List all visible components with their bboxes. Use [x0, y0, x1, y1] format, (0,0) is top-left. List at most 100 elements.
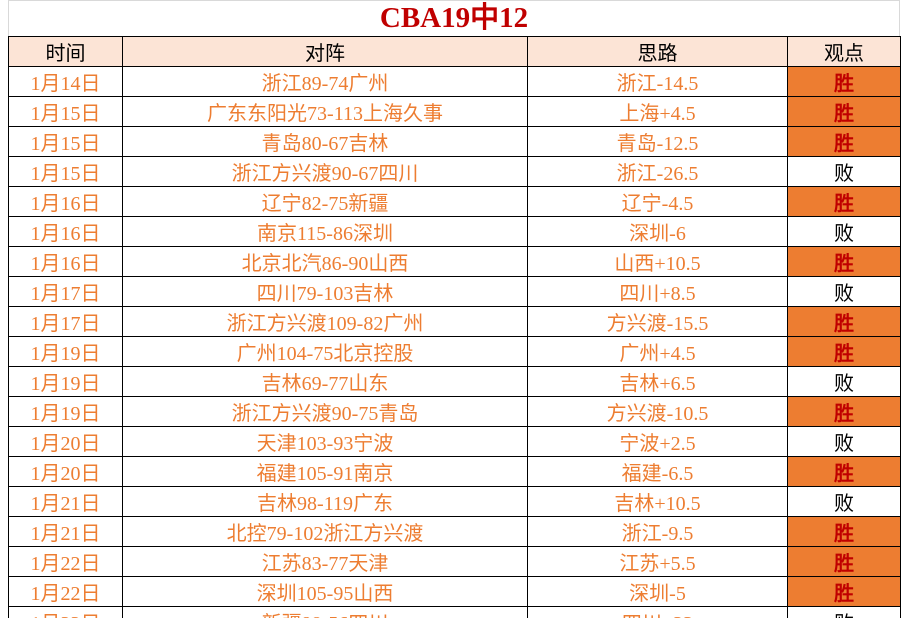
- date-cell: 1月19日: [8, 366, 123, 397]
- table-row: 1月16日 南京115-86深圳 深圳-6 败: [8, 216, 901, 247]
- idea-cell: 广州+4.5: [527, 336, 788, 367]
- idea-cell: 深圳-5: [527, 576, 788, 607]
- result-cell: 胜: [787, 186, 901, 217]
- table-row: 1月17日 四川79-103吉林 四川+8.5 败: [8, 276, 901, 307]
- result-cell: 败: [787, 366, 901, 397]
- result-cell: 胜: [787, 456, 901, 487]
- date-cell: 1月15日: [8, 126, 123, 157]
- match-cell: 深圳105-95山西: [122, 576, 528, 607]
- table-row: 1月22日 深圳105-95山西 深圳-5 胜: [8, 576, 901, 607]
- idea-cell: 吉林+6.5: [527, 366, 788, 397]
- result-cell: 胜: [787, 306, 901, 337]
- idea-cell: 辽宁-4.5: [527, 186, 788, 217]
- result-cell: 胜: [787, 396, 901, 427]
- idea-cell: 江苏+5.5: [527, 546, 788, 577]
- match-cell: 四川79-103吉林: [122, 276, 528, 307]
- idea-cell: 吉林+10.5: [527, 486, 788, 517]
- result-cell: 胜: [787, 126, 901, 157]
- idea-cell: 山西+10.5: [527, 246, 788, 277]
- table-row: 1月19日 浙江方兴渡90-75青岛 方兴渡-10.5 胜: [8, 396, 901, 427]
- table-row: 1月21日 北控79-102浙江方兴渡 浙江-9.5 胜: [8, 516, 901, 547]
- table-row: 1月22日 江苏83-77天津 江苏+5.5 胜: [8, 546, 901, 577]
- table-row: 1月20日 福建105-91南京 福建-6.5 胜: [8, 456, 901, 487]
- match-cell: 吉林98-119广东: [122, 486, 528, 517]
- date-cell: 1月19日: [8, 396, 123, 427]
- table-row: 1月14日 浙江89-74广州 浙江-14.5 胜: [8, 66, 901, 97]
- idea-cell: 浙江-14.5: [527, 66, 788, 97]
- date-cell: 1月21日: [8, 486, 123, 517]
- table-row: 1月15日 浙江方兴渡90-67四川 浙江-26.5 败: [8, 156, 901, 187]
- idea-cell: 四川+23: [527, 606, 788, 618]
- record-table: 时间 对阵 思路 观点 1月14日 浙江89-74广州 浙江-14.5 胜 1月…: [8, 36, 901, 618]
- match-cell: 广东东阳光73-113上海久事: [122, 96, 528, 127]
- date-cell: 1月14日: [8, 66, 123, 97]
- table-row: 1月21日 吉林98-119广东 吉林+10.5 败: [8, 486, 901, 517]
- result-cell: 胜: [787, 516, 901, 547]
- match-cell: 浙江方兴渡90-75青岛: [122, 396, 528, 427]
- column-header-idea: 思路: [527, 36, 788, 67]
- match-cell: 吉林69-77山东: [122, 366, 528, 397]
- match-cell: 天津103-93宁波: [122, 426, 528, 457]
- column-header-verdict: 观点: [787, 36, 901, 67]
- date-cell: 1月16日: [8, 186, 123, 217]
- match-cell: 辽宁82-75新疆: [122, 186, 528, 217]
- date-cell: 1月22日: [8, 606, 123, 618]
- date-cell: 1月22日: [8, 576, 123, 607]
- result-cell: 胜: [787, 96, 901, 127]
- result-cell: 胜: [787, 246, 901, 277]
- column-header-time: 时间: [8, 36, 123, 67]
- idea-cell: 方兴渡-10.5: [527, 396, 788, 427]
- result-cell: 败: [787, 426, 901, 457]
- date-cell: 1月20日: [8, 426, 123, 457]
- date-cell: 1月16日: [8, 246, 123, 277]
- table-row: 1月17日 浙江方兴渡109-82广州 方兴渡-15.5 胜: [8, 306, 901, 337]
- table-row: 1月15日 广东东阳光73-113上海久事 上海+4.5 胜: [8, 96, 901, 127]
- match-cell: 广州104-75北京控股: [122, 336, 528, 367]
- date-cell: 1月22日: [8, 546, 123, 577]
- table-row: 1月16日 北京北汽86-90山西 山西+10.5 胜: [8, 246, 901, 277]
- idea-cell: 上海+4.5: [527, 96, 788, 127]
- result-cell: 胜: [787, 66, 901, 97]
- table-row: 1月20日 天津103-93宁波 宁波+2.5 败: [8, 426, 901, 457]
- date-cell: 1月20日: [8, 456, 123, 487]
- idea-cell: 四川+8.5: [527, 276, 788, 307]
- table-row: 1月22日 新疆98-56四川 四川+23 败: [8, 606, 901, 618]
- result-cell: 败: [787, 156, 901, 187]
- result-cell: 败: [787, 216, 901, 247]
- match-cell: 浙江方兴渡90-67四川: [122, 156, 528, 187]
- table-row: 1月15日 青岛80-67吉林 青岛-12.5 胜: [8, 126, 901, 157]
- idea-cell: 福建-6.5: [527, 456, 788, 487]
- date-cell: 1月17日: [8, 276, 123, 307]
- match-cell: 北京北汽86-90山西: [122, 246, 528, 277]
- date-cell: 1月17日: [8, 306, 123, 337]
- match-cell: 新疆98-56四川: [122, 606, 528, 618]
- idea-cell: 方兴渡-15.5: [527, 306, 788, 337]
- result-cell: 败: [787, 606, 901, 618]
- table-row: 1月19日 广州104-75北京控股 广州+4.5 胜: [8, 336, 901, 367]
- betting-record-sheet: CBA19中12 时间 对阵 思路 观点 1月14日 浙江89-74广州: [8, 0, 901, 618]
- date-cell: 1月21日: [8, 516, 123, 547]
- date-cell: 1月15日: [8, 156, 123, 187]
- result-cell: 胜: [787, 336, 901, 367]
- match-cell: 北控79-102浙江方兴渡: [122, 516, 528, 547]
- match-cell: 青岛80-67吉林: [122, 126, 528, 157]
- idea-cell: 青岛-12.5: [527, 126, 788, 157]
- table-row: 1月19日 吉林69-77山东 吉林+6.5 败: [8, 366, 901, 397]
- page-title: CBA19中12: [8, 0, 900, 36]
- idea-cell: 深圳-6: [527, 216, 788, 247]
- match-cell: 浙江89-74广州: [122, 66, 528, 97]
- match-cell: 南京115-86深圳: [122, 216, 528, 247]
- result-cell: 胜: [787, 576, 901, 607]
- column-header-matchup: 对阵: [122, 36, 528, 67]
- table-row: 1月16日 辽宁82-75新疆 辽宁-4.5 胜: [8, 186, 901, 217]
- date-cell: 1月19日: [8, 336, 123, 367]
- date-cell: 1月15日: [8, 96, 123, 127]
- result-cell: 败: [787, 486, 901, 517]
- result-cell: 败: [787, 276, 901, 307]
- idea-cell: 宁波+2.5: [527, 426, 788, 457]
- idea-cell: 浙江-26.5: [527, 156, 788, 187]
- date-cell: 1月16日: [8, 216, 123, 247]
- result-cell: 胜: [787, 546, 901, 577]
- match-cell: 福建105-91南京: [122, 456, 528, 487]
